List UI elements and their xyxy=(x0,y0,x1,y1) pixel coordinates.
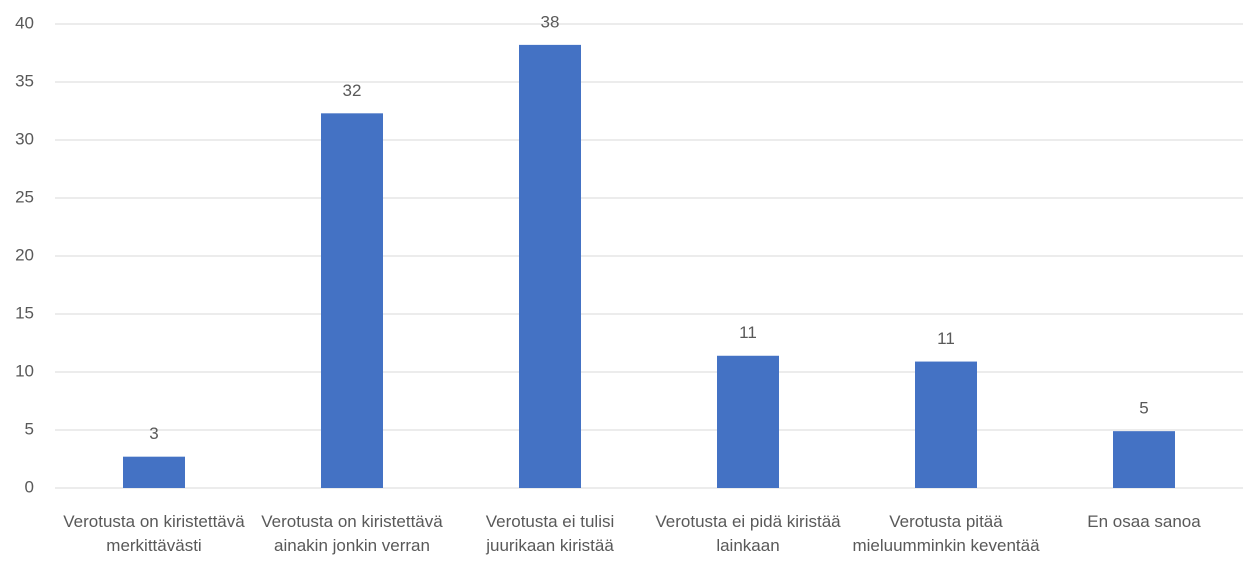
data-label: 11 xyxy=(739,323,757,342)
bar xyxy=(321,113,383,488)
x-tick-label: Verotusta ei pidä kiristää lainkaan xyxy=(655,512,841,555)
x-tick-label: Verotusta ei tulisi juurikaan kiristää xyxy=(485,512,615,555)
data-label: 38 xyxy=(541,12,560,31)
x-tick-label: En osaa sanoa xyxy=(1087,512,1201,531)
bar xyxy=(1113,431,1175,488)
data-label: 11 xyxy=(937,329,955,348)
y-tick-label: 0 xyxy=(25,477,34,496)
data-label: 5 xyxy=(1139,399,1148,418)
x-tick-label: Verotusta on kiristettävä ainakin jonkin… xyxy=(261,512,443,555)
bar xyxy=(519,44,581,488)
data-label: 3 xyxy=(149,424,158,443)
x-tick-label: Verotusta pitää mieluumminkin keventää xyxy=(852,512,1040,555)
y-tick-label: 30 xyxy=(15,129,34,148)
bar xyxy=(717,355,779,488)
data-label: 32 xyxy=(343,81,362,100)
bar xyxy=(123,456,185,488)
y-tick-label: 20 xyxy=(15,245,34,264)
y-tick-label: 25 xyxy=(15,187,34,206)
y-tick-label: 15 xyxy=(15,303,34,322)
x-tick-label: Verotusta on kiristettävä merkittävästi xyxy=(63,512,245,555)
y-tick-label: 10 xyxy=(15,361,34,380)
y-tick-label: 35 xyxy=(15,71,34,90)
y-tick-label: 5 xyxy=(25,419,34,438)
bar xyxy=(915,361,977,488)
y-tick-label: 40 xyxy=(15,13,34,32)
